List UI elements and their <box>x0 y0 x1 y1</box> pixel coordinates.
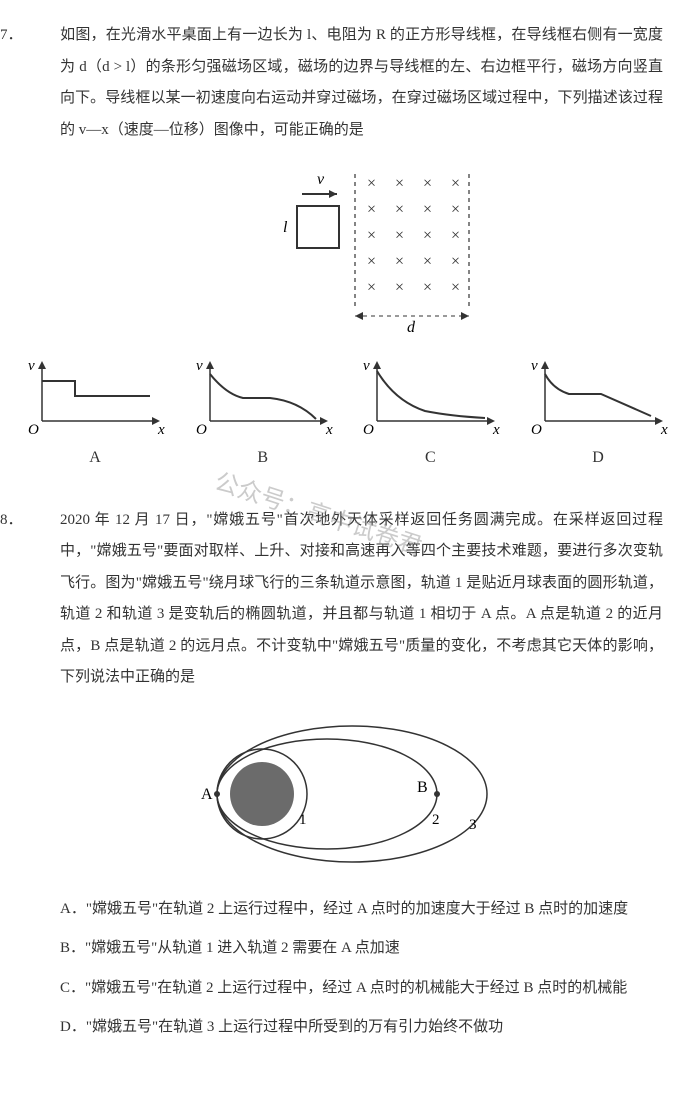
svg-text:x: x <box>325 422 333 438</box>
svg-text:×: × <box>423 279 432 296</box>
label-B: B <box>188 441 338 475</box>
q7-diagram-svg: v l × × × × × × × × × × × × × × × × × × × × d <box>207 166 487 336</box>
svg-text:O: O <box>531 422 542 438</box>
point-A <box>214 791 220 797</box>
graph-B: v x O <box>188 356 338 441</box>
square-frame <box>297 206 339 248</box>
svg-text:O: O <box>196 422 207 438</box>
q7-number: 7． <box>30 20 60 52</box>
svg-text:×: × <box>451 175 460 192</box>
choice-D: v x O D <box>523 356 673 475</box>
svg-text:O: O <box>363 422 374 438</box>
svg-text:×: × <box>367 253 376 270</box>
svg-text:v: v <box>196 358 203 374</box>
label-A: A <box>201 786 213 803</box>
svg-text:×: × <box>451 201 460 218</box>
svg-text:×: × <box>395 201 404 218</box>
q8-body: 8．2020 年 12 月 17 日，"嫦娥五号"首次地外天体采样返回任务圆满完… <box>30 505 663 694</box>
q8-options: A．"嫦娥五号"在轨道 2 上运行过程中，经过 A 点时的加速度大于经过 B 点… <box>30 894 663 1044</box>
square-label: l <box>283 219 288 236</box>
svg-text:×: × <box>423 175 432 192</box>
svg-text:v: v <box>28 358 35 374</box>
width-arrow-r <box>461 312 469 320</box>
label-D: D <box>523 441 673 475</box>
moon <box>230 762 294 826</box>
label-B: B <box>417 779 428 796</box>
svg-text:×: × <box>423 227 432 244</box>
q8-figure: A B 1 2 3 <box>30 714 663 874</box>
q7-choice-graphs: v x O A v x O B v x O <box>20 356 673 475</box>
svg-text:×: × <box>395 227 404 244</box>
svg-text:x: x <box>157 422 165 438</box>
svg-text:×: × <box>367 201 376 218</box>
point-B <box>434 791 440 797</box>
field-crosses: × × × × × × × × × × × × × × × × × × × × <box>367 175 460 296</box>
q8-option-C: C．"嫦娥五号"在轨道 2 上运行过程中，经过 A 点时的机械能大于经过 B 点… <box>60 973 663 1005</box>
width-arrow-l <box>355 312 363 320</box>
svg-text:v: v <box>363 358 370 374</box>
q8-option-B: B．"嫦娥五号"从轨道 1 进入轨道 2 需要在 A 点加速 <box>60 933 663 965</box>
question-8: 公众号：高中试卷君 8．2020 年 12 月 17 日，"嫦娥五号"首次地外天… <box>30 505 663 1044</box>
velocity-arrow-head <box>329 190 337 198</box>
q8-text: 2020 年 12 月 17 日，"嫦娥五号"首次地外天体采样返回任务圆满完成。… <box>60 512 663 686</box>
choice-B: v x O B <box>188 356 338 475</box>
q8-option-D: D．"嫦娥五号"在轨道 3 上运行过程中所受到的万有引力始终不做功 <box>60 1012 663 1044</box>
svg-text:×: × <box>395 279 404 296</box>
graph-C: v x O <box>355 356 505 441</box>
orbit-label-1: 1 <box>299 812 307 828</box>
q8-option-A: A．"嫦娥五号"在轨道 2 上运行过程中，经过 A 点时的加速度大于经过 B 点… <box>60 894 663 926</box>
svg-text:×: × <box>367 175 376 192</box>
label-C: C <box>355 441 505 475</box>
q7-body: 7．如图，在光滑水平桌面上有一边长为 l、电阻为 R 的正方形导线框，在导线框右… <box>30 20 663 146</box>
svg-text:×: × <box>451 279 460 296</box>
q8-number: 8． <box>30 505 60 537</box>
choice-A: v x O A <box>20 356 170 475</box>
graph-A: v x O <box>20 356 170 441</box>
orbit-svg: A B 1 2 3 <box>177 714 517 874</box>
svg-text:×: × <box>367 279 376 296</box>
label-A: A <box>20 441 170 475</box>
orbit-label-3: 3 <box>469 817 477 833</box>
svg-text:×: × <box>395 253 404 270</box>
svg-text:×: × <box>423 253 432 270</box>
svg-text:×: × <box>423 201 432 218</box>
svg-text:x: x <box>660 422 668 438</box>
q7-main-figure: v l × × × × × × × × × × × × × × × × × × × × d <box>30 166 663 336</box>
svg-text:×: × <box>451 227 460 244</box>
svg-text:×: × <box>367 227 376 244</box>
svg-text:x: x <box>492 422 500 438</box>
svg-text:O: O <box>28 422 39 438</box>
choice-C: v x O C <box>355 356 505 475</box>
orbit-label-2: 2 <box>432 812 440 828</box>
width-label: d <box>407 319 416 336</box>
graph-D: v x O <box>523 356 673 441</box>
q7-text: 如图，在光滑水平桌面上有一边长为 l、电阻为 R 的正方形导线框，在导线框右侧有… <box>60 27 663 138</box>
svg-text:×: × <box>395 175 404 192</box>
svg-text:×: × <box>451 253 460 270</box>
arrow-label: v <box>317 171 325 188</box>
svg-text:v: v <box>531 358 538 374</box>
question-7: 7．如图，在光滑水平桌面上有一边长为 l、电阻为 R 的正方形导线框，在导线框右… <box>30 20 663 475</box>
